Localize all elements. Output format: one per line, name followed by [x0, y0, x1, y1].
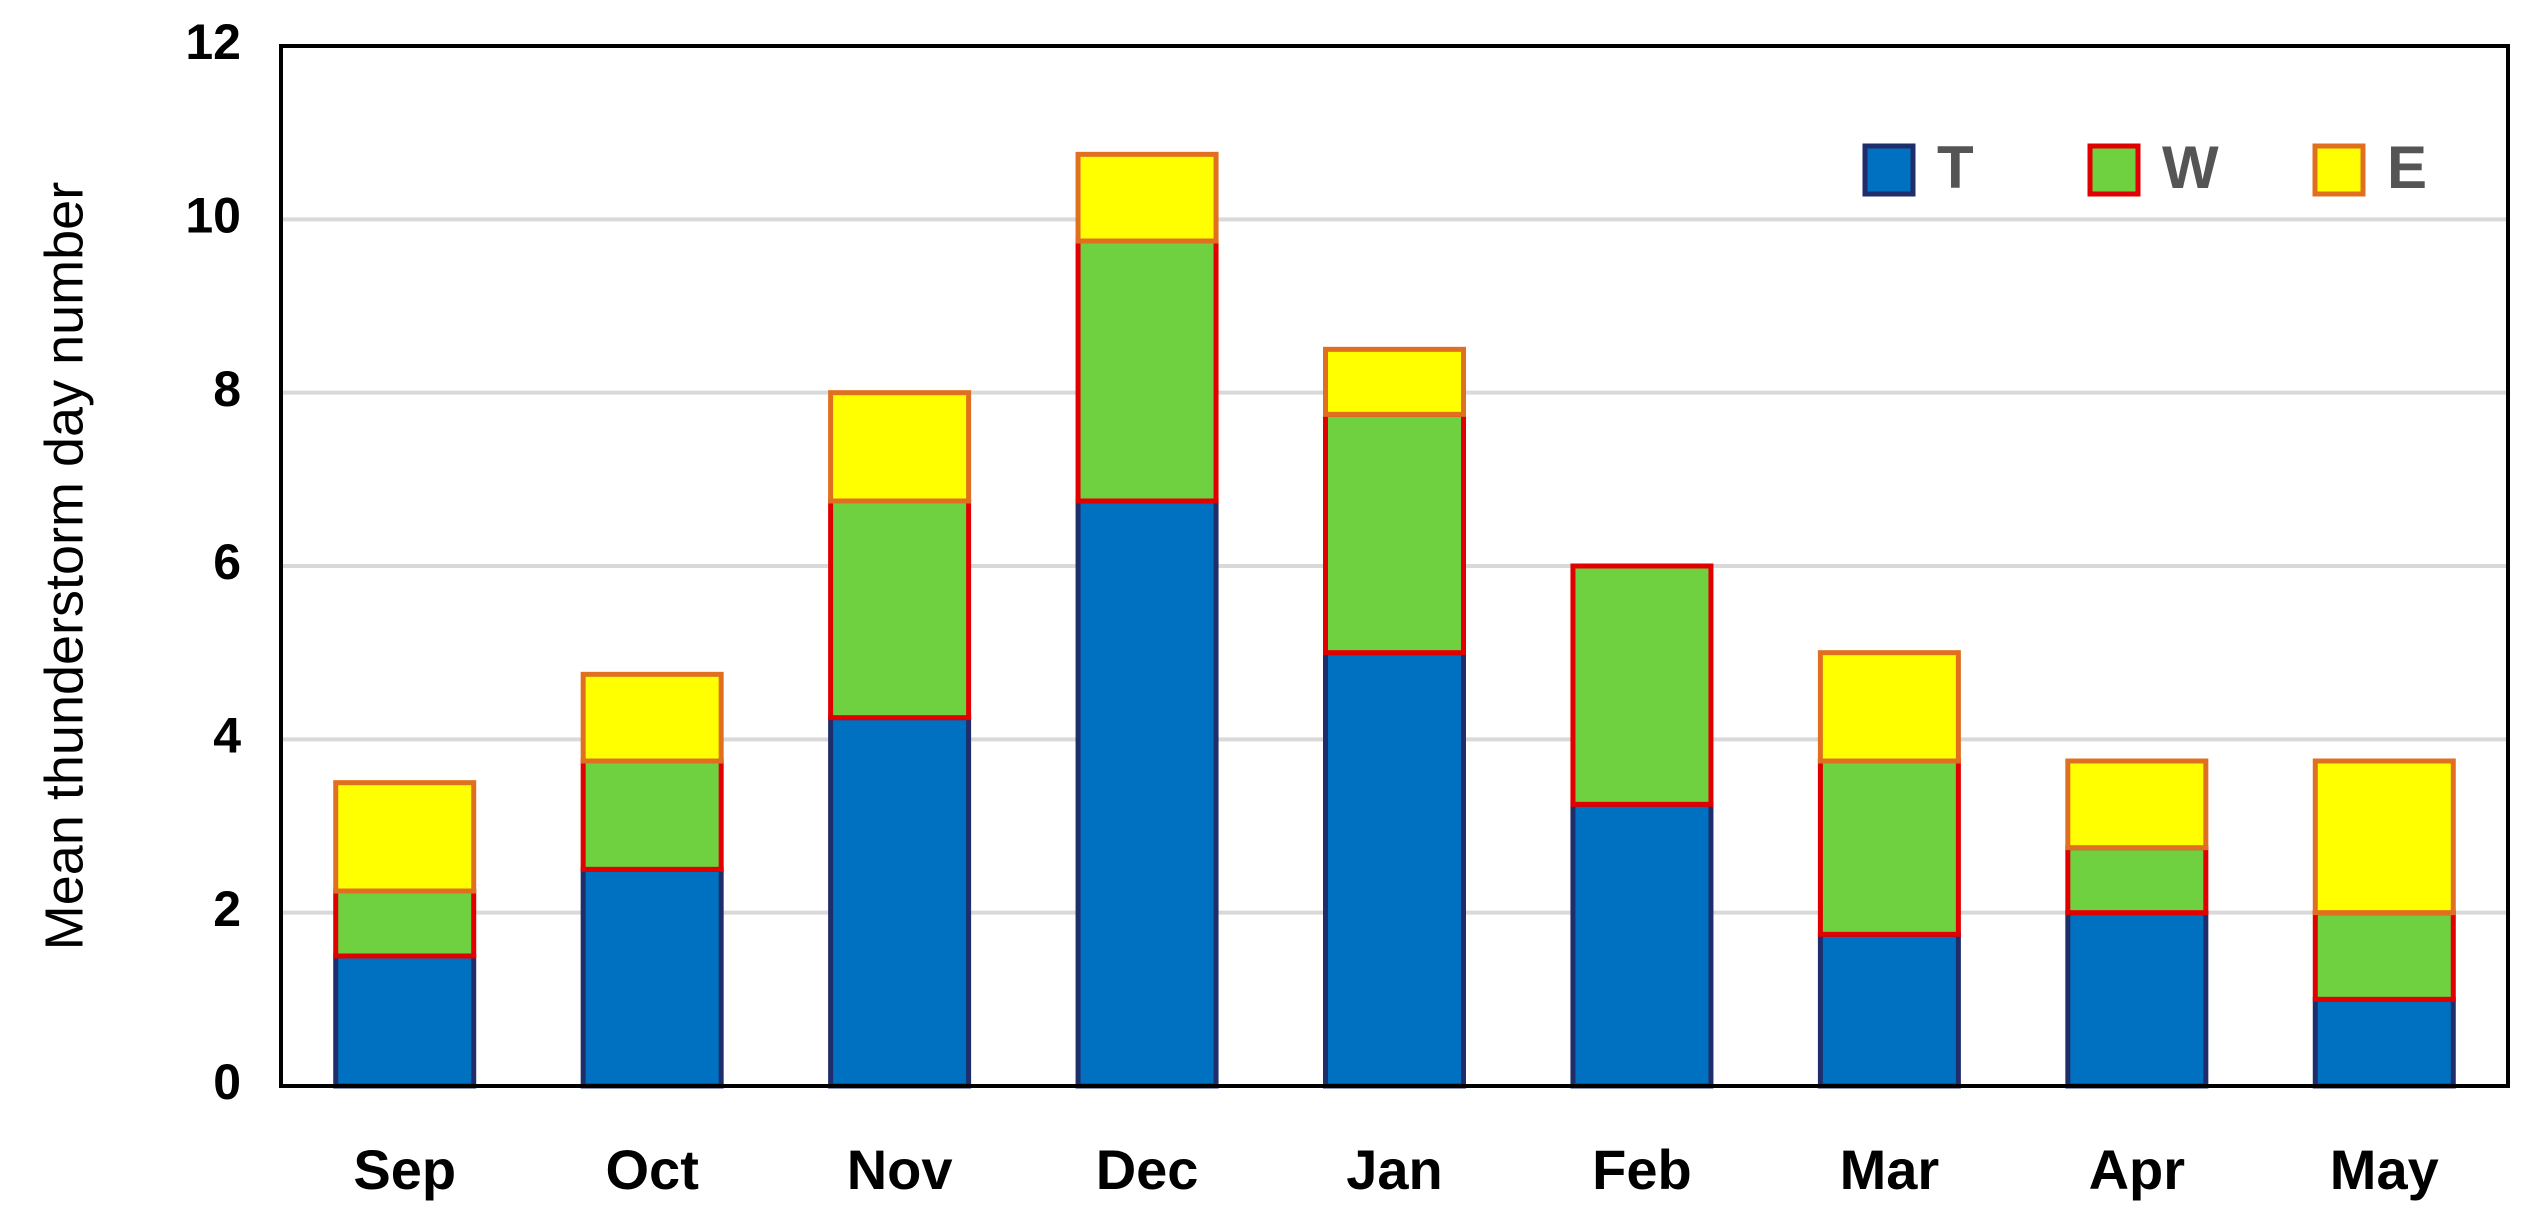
bar-segment: [1075, 151, 1219, 244]
y-tick-label: 4: [213, 708, 241, 764]
bar-segment: [1817, 650, 1961, 764]
bar-segment: [1570, 563, 1714, 807]
bar-segment: [2065, 758, 2209, 851]
bar-segment: [1075, 498, 1219, 1089]
x-tick-label: Feb: [1592, 1138, 1692, 1201]
y-axis-label: Mean thunderstorm day number: [34, 182, 94, 950]
y-tick-label: 10: [185, 188, 241, 244]
bar-segment: [828, 715, 972, 1089]
bar-segment: [1323, 346, 1466, 417]
legend-label: T: [1937, 134, 1974, 201]
legend-swatch: [2312, 143, 2366, 197]
bar-segment: [828, 498, 972, 721]
y-tick-label: 0: [213, 1054, 241, 1110]
legend-swatch: [2087, 143, 2141, 197]
bar-segment: [1570, 801, 1714, 1089]
legend-label: W: [2162, 134, 2219, 201]
y-tick-label: 6: [213, 534, 241, 590]
x-tick-label: Jan: [1346, 1138, 1443, 1201]
bar-segment: [1075, 238, 1219, 504]
bar-segment: [2312, 910, 2456, 1002]
bar-segment: [333, 780, 477, 894]
bar-segment: [2312, 996, 2456, 1089]
y-tick-label: 2: [213, 881, 241, 937]
x-tick-label: Dec: [1096, 1138, 1199, 1201]
legend-swatch: [1862, 143, 1916, 197]
x-tick-label: Apr: [2089, 1138, 2185, 1201]
bar-segment: [1817, 931, 1961, 1089]
x-tick-label: Sep: [353, 1138, 456, 1201]
x-tick-label: Oct: [605, 1138, 698, 1201]
bar-segment: [2065, 845, 2209, 916]
bar-segment: [580, 866, 724, 1089]
bar-segment: [2312, 758, 2456, 916]
x-tick-label: May: [2330, 1138, 2439, 1201]
plot-frame: [279, 44, 2510, 1088]
bar-segment: [2065, 910, 2209, 1089]
bar-segment: [828, 390, 972, 504]
bar-segment: [580, 671, 724, 764]
y-tick-label: 12: [185, 14, 241, 70]
bar-segment: [1323, 650, 1466, 1089]
x-tick-label: Mar: [1840, 1138, 1940, 1201]
bar-segment: [1323, 411, 1466, 656]
bar-segment: [333, 953, 477, 1089]
legend-label: E: [2387, 134, 2427, 201]
bar-segment: [1817, 758, 1961, 937]
y-tick-label: 8: [213, 361, 241, 417]
x-tick-label: Nov: [847, 1138, 953, 1201]
bar-segment: [333, 888, 477, 959]
bar-segment: [580, 758, 724, 872]
